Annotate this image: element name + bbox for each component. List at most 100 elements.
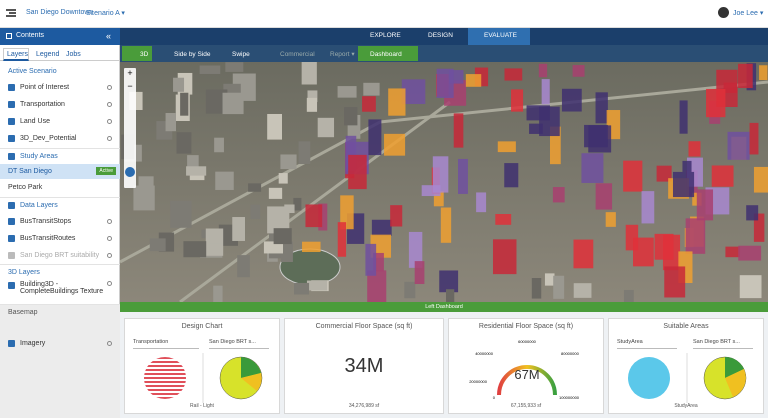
card-caption: 34,276,989 sf (348, 403, 380, 409)
building (273, 228, 292, 245)
building (511, 89, 524, 112)
section-header[interactable]: Study Areas (0, 148, 120, 164)
settings[interactable] (107, 136, 112, 141)
dropdown[interactable]: StudyArea (617, 339, 677, 349)
building (465, 74, 482, 87)
zoom-in[interactable]: + (127, 68, 132, 78)
layer-row[interactable]: Transportation (0, 97, 120, 112)
building (492, 239, 517, 275)
building (298, 141, 311, 165)
card-caption: 67,155,933 sf (510, 403, 542, 409)
tab-explore[interactable]: EXPLORE (370, 32, 401, 39)
building (595, 183, 613, 210)
layer-row[interactable]: San Diego BRT suitability (0, 248, 120, 263)
settings[interactable] (107, 236, 112, 241)
section-header[interactable]: Basemap (0, 304, 120, 320)
building (414, 261, 425, 285)
commercial-card: Commercial Floor Space (sq ft) 34M 34,27… (284, 318, 444, 414)
tab-legend[interactable]: Legend (36, 51, 60, 58)
settings[interactable] (107, 281, 112, 286)
building (738, 63, 753, 89)
building (340, 195, 354, 230)
pie-charts (628, 353, 747, 403)
building (225, 62, 244, 72)
layer-row[interactable]: BusTransitRoutes (0, 231, 120, 246)
building (623, 160, 643, 192)
building (214, 137, 224, 153)
checkbox[interactable] (8, 84, 15, 91)
dashboard-bar: Left Dashboard (120, 302, 768, 312)
dropdown[interactable]: San Diego BRT s... (209, 339, 269, 349)
settings[interactable] (107, 119, 112, 124)
zoom-out[interactable]: − (127, 81, 132, 91)
tool-dashboard[interactable]: Dashboard (370, 50, 402, 58)
building (623, 289, 634, 302)
dropdown[interactable]: San Diego BRT s... (693, 339, 753, 349)
checkbox[interactable] (8, 282, 15, 289)
tab-design[interactable]: DESIGN (428, 32, 453, 39)
collapse-button[interactable]: « (106, 31, 112, 41)
building (337, 222, 347, 257)
building (504, 163, 519, 188)
tab-evaluate[interactable]: EVALUATE (484, 32, 517, 39)
section-header[interactable]: 3D Layers (0, 264, 120, 280)
tool-3d[interactable]: 3D (140, 50, 149, 58)
building (572, 65, 585, 77)
dropdown[interactable]: Transportation (133, 339, 199, 349)
user-menu[interactable]: Joe Lee ▾ (733, 10, 764, 17)
building (453, 113, 464, 148)
building (267, 206, 290, 234)
section-header[interactable]: Active Scenario (0, 63, 120, 79)
checkbox[interactable] (8, 153, 15, 160)
building (476, 192, 487, 213)
tool-swipe[interactable]: Swipe (232, 50, 250, 58)
layer-row[interactable]: 3D_Dev_Potential (0, 131, 120, 146)
layer-row[interactable]: Point of Interest (0, 80, 120, 95)
tab-layers[interactable]: Layers (7, 51, 29, 58)
gauge: 67M 20000000 40000000 60000000 80000000 … (469, 339, 580, 400)
card-caption: Rail - Light (190, 403, 214, 409)
building (232, 217, 245, 241)
building (656, 165, 672, 182)
layer-name: 3D_Dev_Potential (20, 135, 77, 142)
settings[interactable] (107, 341, 112, 346)
layer-row[interactable]: BusTransitStops (0, 214, 120, 229)
settings[interactable] (107, 253, 112, 258)
tab-jobs[interactable]: Jobs (66, 51, 81, 58)
scenario-select[interactable]: Scenario A ▾ (86, 10, 125, 17)
checkbox[interactable] (8, 218, 15, 225)
study-area-name: Petco Park (8, 184, 43, 191)
gauge-label: 80000000 (561, 351, 580, 356)
tool-report[interactable]: Report ▾ (330, 51, 355, 58)
building (725, 246, 741, 258)
building (531, 278, 542, 299)
settings[interactable] (107, 102, 112, 107)
app-title[interactable]: San Diego Downtown (26, 9, 94, 16)
section-title: 3D Layers (8, 269, 40, 276)
checkbox[interactable] (8, 235, 15, 242)
settings[interactable] (107, 219, 112, 224)
layer-row[interactable]: Building3D - CompleteBuildings Texture (0, 281, 120, 301)
building (432, 156, 449, 193)
building (189, 171, 205, 181)
checkbox[interactable] (8, 202, 15, 209)
checkbox[interactable] (8, 118, 15, 125)
checkbox[interactable] (8, 340, 15, 347)
design-chart-card: Design Chart Transportation San Diego BR… (124, 318, 280, 414)
settings[interactable] (107, 85, 112, 90)
menu-icon[interactable] (6, 9, 16, 17)
layer-row[interactable]: Land Use (0, 114, 120, 129)
building (209, 234, 223, 244)
checkbox[interactable] (8, 135, 15, 142)
layer-row[interactable]: Imagery (0, 336, 120, 351)
tool-side-by-side[interactable]: Side by Side (174, 50, 211, 58)
map-view[interactable]: + − (120, 62, 768, 302)
study-area-row[interactable]: Petco Park (0, 180, 120, 195)
tool-commercial[interactable]: Commercial (280, 50, 315, 58)
study-area-row[interactable]: DT San Diego Active (0, 164, 120, 179)
section-header[interactable]: Data Layers (0, 197, 120, 213)
checkbox[interactable] (8, 101, 15, 108)
checkbox[interactable] (8, 252, 15, 259)
map-tool[interactable] (125, 167, 135, 177)
